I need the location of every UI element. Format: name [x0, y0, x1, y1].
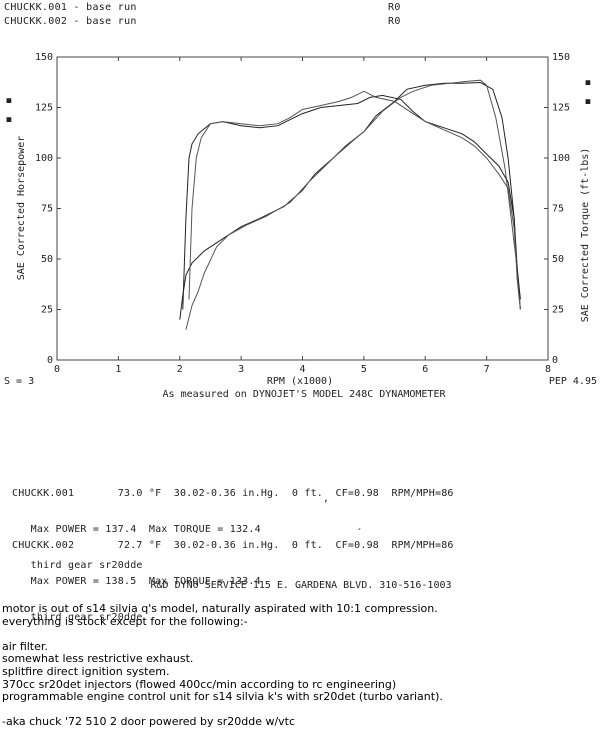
smoothing-label: S = 3 [4, 376, 34, 387]
run2-title: CHUCKK.002 - base run [4, 16, 137, 27]
run2-code: R0 [388, 16, 401, 27]
desc-line: -aka chuck '72 510 2 door powered by sr2… [2, 715, 296, 729]
series-line-4 [188, 90, 521, 310]
run2-info: CHUCKK.002 72.7 °F 30.02-0.36 in.Hg. 0 f… [12, 516, 454, 636]
x-tick-label: 1 [115, 364, 121, 375]
y-axis-label-right: SAE Corrected Torque (ft-lbs) [580, 148, 591, 323]
y-tick-label-left: 0 [47, 355, 53, 366]
desc-line: everything is stock except for the follo… [2, 614, 248, 628]
y-tick-label-right: 100 [552, 153, 570, 164]
y-tick-label-right: 75 [552, 204, 564, 215]
desc-line: motor is out of s14 silvia q's model, na… [2, 602, 438, 615]
y-tick-label-right: 50 [552, 254, 564, 265]
plot-frame [56, 56, 549, 361]
x-axis-label: RPM (x1000) [267, 376, 333, 387]
left-axis-mark-1: ■ [4, 98, 13, 103]
x-tick-label: 5 [361, 364, 367, 375]
desc-line: programmable engine control unit for s14… [2, 690, 443, 704]
series-line-2 [185, 79, 521, 330]
pep-label: PEP 4.95 [549, 376, 597, 387]
run2-conditions: CHUCKK.002 72.7 °F 30.02-0.36 in.Hg. 0 f… [12, 540, 454, 551]
y-tick-label-left: 25 [41, 305, 53, 316]
right-axis-mark-2: ■ [583, 99, 592, 104]
x-tick-label: 4 [299, 364, 305, 375]
y-tick-label-left: 75 [41, 204, 53, 215]
run1-info: CHUCKK.001 73.0 °F 30.02-0.36 in.Hg. 0 f… [12, 464, 454, 584]
run2-max-values: Max POWER = 138.5 Max TORQUE = 133.4 [12, 576, 261, 587]
y-axis-label-left: SAE Corrected Horsepower [16, 136, 27, 281]
left-axis-mark-2: ■ [4, 117, 13, 122]
desc-line: splitfire direct ignition system. [2, 664, 170, 678]
desc-line [2, 628, 600, 641]
series-line-1 [179, 81, 521, 320]
x-tick-label: 0 [54, 364, 60, 375]
run1-max-values: Max POWER = 137.4 Max TORQUE = 132.4 [12, 524, 261, 535]
run1-title: CHUCKK.001 - base run [4, 2, 137, 13]
run2-notes: third gear sr20dde [12, 612, 143, 623]
description: motor is out of s14 silvia q's model, na… [2, 602, 600, 729]
shop-address: R&D DYNO SERVICE 115 E. GARDENA BLVD. 31… [150, 580, 452, 591]
desc-line: somewhat less restrictive exhaust. [2, 652, 194, 666]
y-tick-label-right: 0 [552, 355, 558, 366]
x-tick-label: 7 [484, 364, 490, 375]
run1-notes: third gear sr20dde [12, 560, 143, 571]
run1-code: R0 [388, 2, 401, 13]
y-tick-label-right: 25 [552, 305, 564, 316]
tick-marks [56, 56, 549, 361]
stray-mark-1: , [323, 493, 330, 504]
series-lines [179, 79, 521, 330]
y-tick-label-left: 100 [35, 153, 53, 164]
desc-line: 370cc sr20det injectors (flowed 400cc/mi… [2, 677, 397, 691]
y-tick-label-right: 150 [552, 52, 570, 63]
y-tick-label-right: 125 [552, 103, 570, 114]
series-line-3 [182, 94, 521, 310]
y-tick-label-left: 150 [35, 52, 53, 63]
x-tick-label: 6 [422, 364, 428, 375]
y-tick-label-left: 125 [35, 103, 53, 114]
x-tick-label: 2 [177, 364, 183, 375]
y-tick-label-left: 50 [41, 254, 53, 265]
x-tick-label: 3 [238, 364, 244, 375]
stray-mark-2: ´ [356, 528, 363, 539]
run1-conditions: CHUCKK.001 73.0 °F 30.02-0.36 in.Hg. 0 f… [12, 488, 454, 499]
right-axis-mark-1: ■ [583, 80, 592, 85]
desc-line: air filter. [2, 639, 48, 653]
x-tick-label: 8 [545, 364, 551, 375]
dyno-footnote: As measured on DYNOJET'S MODEL 248C DYNA… [163, 389, 447, 400]
